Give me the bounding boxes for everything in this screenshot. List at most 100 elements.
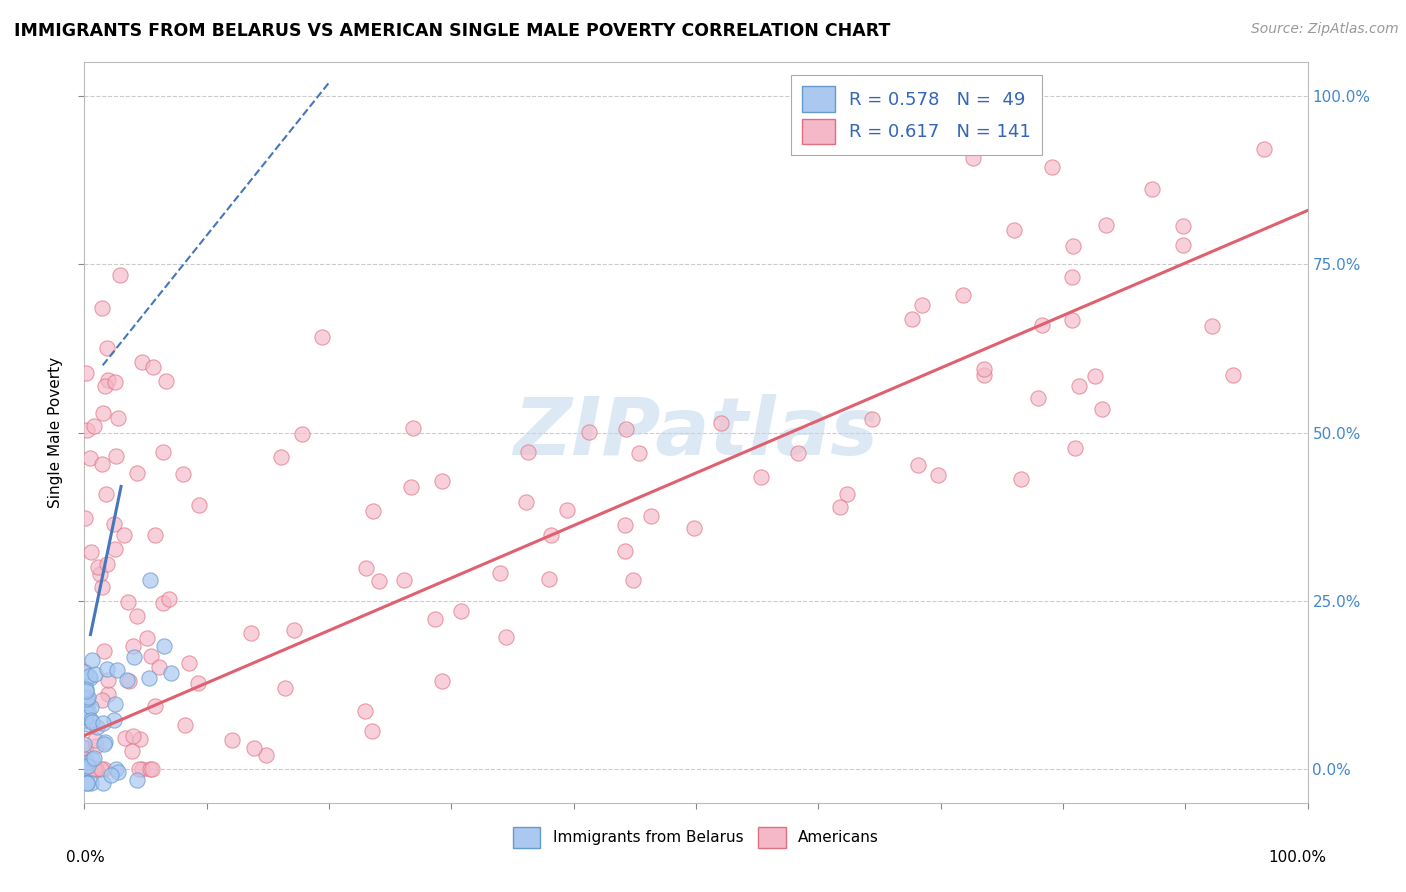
Text: 0.0%: 0.0% [66,850,105,865]
Point [97,673,120,687]
Point [135,632,157,646]
Point [432,474,454,488]
Point [311,330,333,344]
Point [75,511,97,525]
Point [354,704,377,718]
Point [75,684,97,698]
Point [423,612,446,626]
Point [82,762,104,776]
Point [1062,239,1084,253]
Point [93,644,115,658]
Point [83,762,105,776]
Point [73,740,96,755]
Text: Source: ZipAtlas.com: Source: ZipAtlas.com [1251,22,1399,37]
Point [83,667,105,681]
Point [76,423,98,437]
Point [141,648,163,663]
Point [640,508,662,523]
Point [97,373,120,387]
Point [90,457,112,471]
Point [90,693,112,707]
Point [157,591,180,606]
Point [121,744,143,758]
Point [291,427,314,442]
Point [973,368,995,383]
Point [80,700,103,714]
Point [517,445,540,459]
Point [1060,269,1083,284]
Point [274,681,297,695]
Point [80,775,103,789]
Point [1094,218,1116,232]
Text: ZIPatlas: ZIPatlas [513,393,879,472]
Point [187,499,209,513]
Point [143,528,166,542]
Point [91,406,114,420]
Point [83,419,105,434]
Point [91,580,114,594]
Point [125,609,148,624]
Point [91,716,114,731]
Point [75,705,97,719]
Point [495,630,517,644]
Point [399,480,422,494]
Point [256,748,278,763]
Point [1171,219,1194,233]
Point [1084,369,1107,384]
Point [148,660,170,674]
Point [1002,223,1025,237]
Point [152,444,174,458]
Point [125,773,148,788]
Point [430,674,453,689]
Point [354,561,377,575]
Point [131,355,153,369]
Point [73,664,96,678]
Text: IMMIGRANTS FROM BELARUS VS AMERICAN SINGLE MALE POVERTY CORRELATION CHART: IMMIGRANTS FROM BELARUS VS AMERICAN SING… [14,22,890,40]
Point [1026,391,1049,405]
Point [363,504,385,518]
Point [138,574,160,588]
Point [73,760,96,774]
Point [79,713,101,727]
Point [76,755,98,769]
Point [153,640,176,654]
Point [489,566,512,580]
Point [907,458,929,472]
Point [125,466,148,480]
Point [538,572,561,586]
Point [143,699,166,714]
Point [103,713,125,727]
Point [110,268,132,282]
Point [155,374,177,388]
Point [76,762,98,776]
Point [93,737,115,751]
Point [86,720,108,734]
Point [96,558,118,572]
Y-axis label: Single Male Poverty: Single Male Poverty [48,357,63,508]
Point [239,626,262,640]
Point [860,412,883,426]
Point [243,741,266,756]
Point [73,740,96,755]
Point [270,450,292,464]
Point [628,445,651,459]
Point [540,527,562,541]
Point [93,762,115,776]
Point [94,378,117,392]
Point [138,671,160,685]
Point [79,671,101,685]
Point [76,775,98,789]
Point [76,703,98,717]
Point [83,751,105,765]
Point [104,762,127,776]
Point [75,710,97,724]
Text: 100.0%: 100.0% [1268,850,1326,865]
Point [105,663,128,677]
Point [107,410,129,425]
Point [75,681,97,696]
Point [1253,143,1275,157]
Point [402,421,425,435]
Point [962,151,984,165]
Point [105,449,128,463]
Point [100,768,122,782]
